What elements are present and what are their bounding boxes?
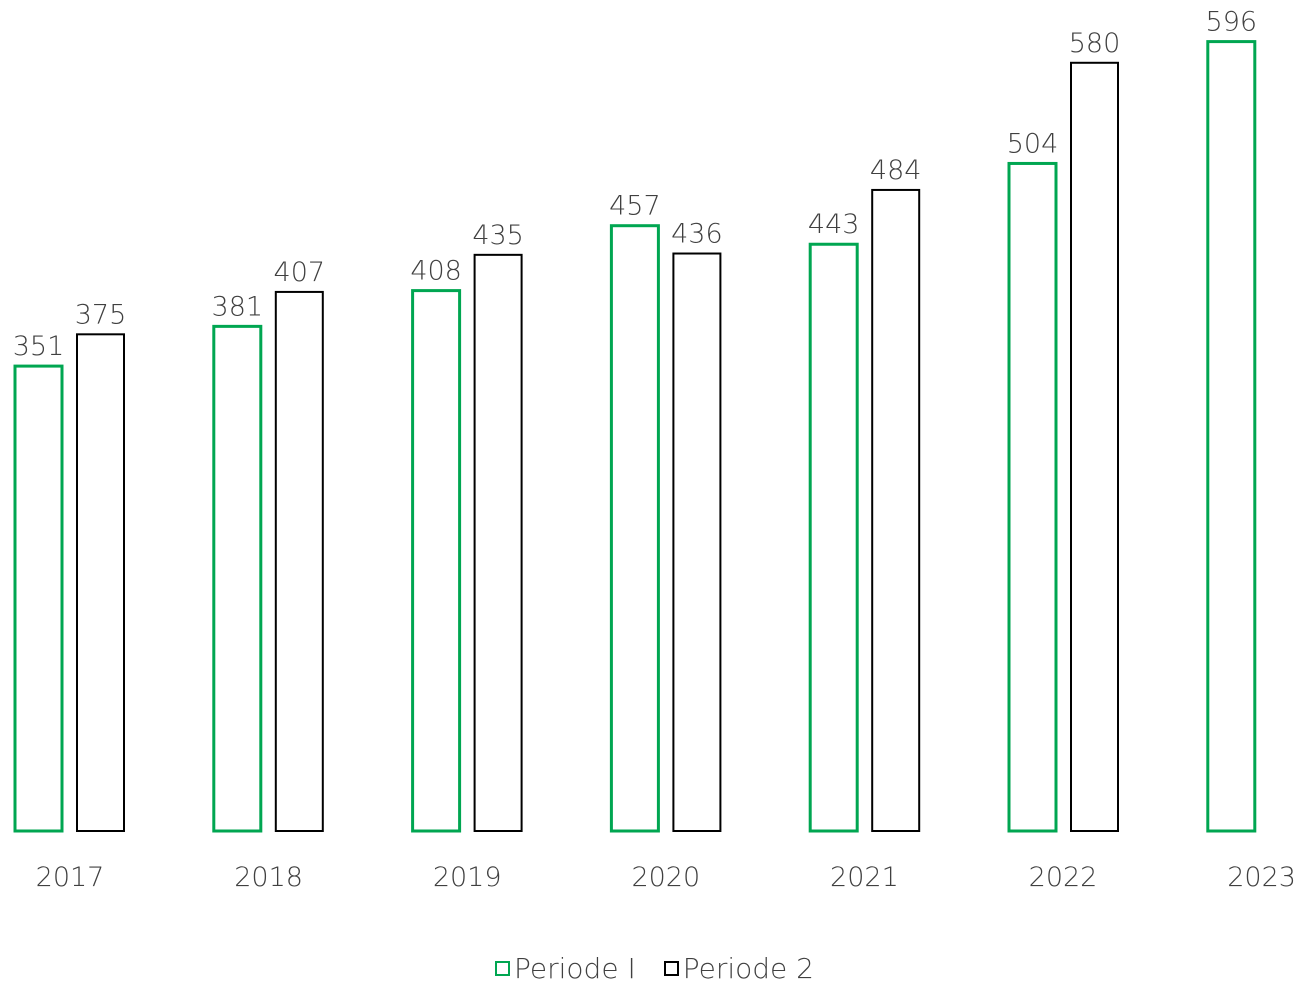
x-tick-label-2022: 2022 bbox=[1029, 862, 1098, 893]
bar-series-1-2020 bbox=[609, 224, 660, 833]
data-label-series-1-2018: 381 bbox=[212, 291, 264, 322]
bar-series-1-2021 bbox=[808, 242, 859, 833]
bar-series-2-2018 bbox=[274, 290, 324, 832]
data-label-series-1-2022: 504 bbox=[1007, 128, 1059, 159]
x-tick-label-2020: 2020 bbox=[631, 862, 700, 893]
data-label-series-2-2022: 580 bbox=[1069, 28, 1121, 59]
bar-series-2-2022 bbox=[1070, 61, 1119, 833]
data-label-series-1-2017: 351 bbox=[13, 331, 65, 362]
legend-label-series-1: Periode I bbox=[514, 952, 636, 985]
bar-series-2-2019 bbox=[473, 253, 523, 832]
data-label-series-1-2019: 408 bbox=[410, 256, 462, 287]
x-tick-label-2019: 2019 bbox=[433, 862, 502, 893]
bar-series-1-2018 bbox=[212, 324, 263, 833]
bar-series-1-2017 bbox=[13, 364, 64, 833]
legend: Periode I Periode 2 bbox=[0, 952, 1309, 985]
data-label-series-2-2019: 435 bbox=[472, 220, 524, 251]
data-label-series-2-2020: 436 bbox=[671, 219, 723, 250]
data-label-series-2-2021: 484 bbox=[870, 155, 922, 186]
bar-series-1-2023 bbox=[1206, 40, 1257, 833]
x-tick-label-2017: 2017 bbox=[36, 862, 105, 893]
bar-series-1-2022 bbox=[1007, 161, 1058, 833]
data-label-series-2-2018: 407 bbox=[274, 257, 326, 288]
legend-item-series-1: Periode I bbox=[495, 952, 636, 985]
data-label-series-1-2021: 443 bbox=[808, 209, 860, 240]
data-label-series-2-2017: 375 bbox=[75, 299, 127, 330]
bar-series-2-2021 bbox=[871, 188, 921, 832]
x-tick-label-2021: 2021 bbox=[830, 862, 899, 893]
data-label-series-1-2020: 457 bbox=[609, 191, 661, 222]
bar-series-1-2019 bbox=[411, 289, 462, 833]
legend-swatch-series-1 bbox=[495, 961, 511, 976]
legend-swatch-series-2 bbox=[663, 961, 679, 976]
bar-series-2-2020 bbox=[672, 252, 722, 832]
bar-series-2-2017 bbox=[76, 333, 125, 832]
legend-item-series-2: Periode 2 bbox=[663, 952, 814, 985]
legend-label-series-2: Periode 2 bbox=[682, 952, 814, 985]
x-tick-label-2023: 2023 bbox=[1227, 862, 1296, 893]
x-tick-label-2018: 2018 bbox=[234, 862, 303, 893]
data-label-series-1-2023: 596 bbox=[1206, 7, 1258, 38]
